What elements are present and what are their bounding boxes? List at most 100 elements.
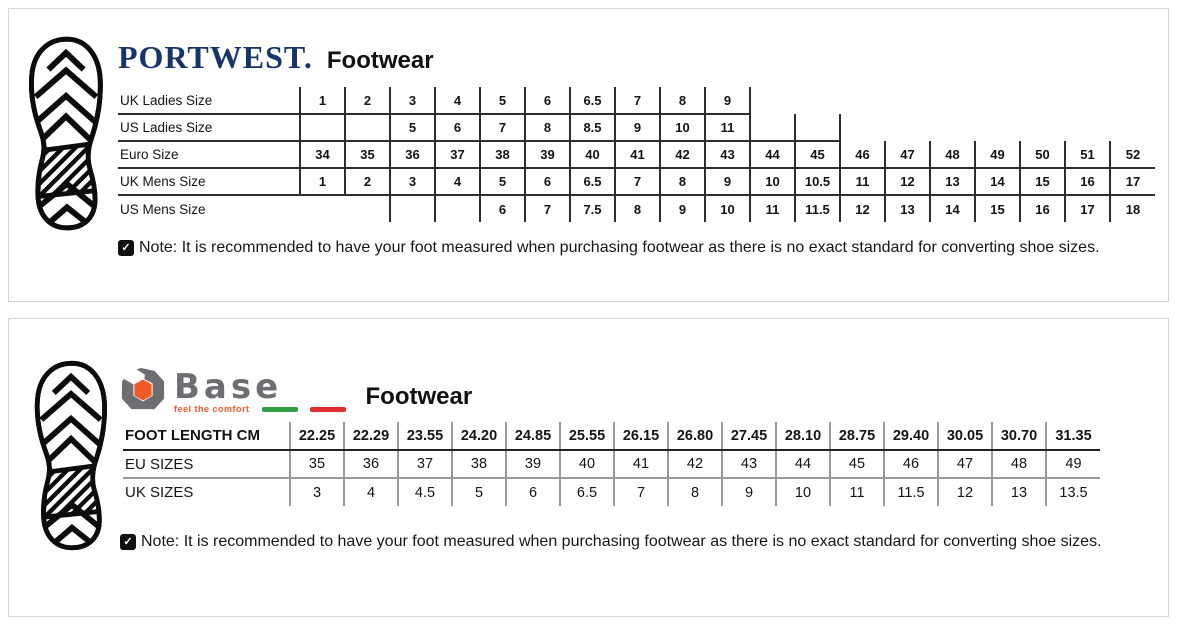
- size-cell: 8: [667, 478, 722, 506]
- size-cell: 45: [829, 450, 884, 479]
- base-header: Base feel the comfort Footwear: [120, 367, 472, 414]
- size-cell: 13.5: [1045, 478, 1100, 506]
- size-cell: 11.5: [794, 195, 840, 222]
- size-cell: 31.35: [1045, 422, 1100, 451]
- size-cell: 26.80: [667, 422, 722, 451]
- size-cell: 36: [389, 141, 435, 169]
- checkbox-check-icon: ✓: [120, 534, 136, 550]
- size-cell: 42: [659, 141, 705, 169]
- size-cell: 6: [505, 478, 560, 506]
- size-cell: 8: [659, 87, 705, 115]
- size-cell: 26.15: [613, 422, 668, 451]
- size-cell: 6.5: [569, 168, 615, 196]
- size-cell: 8: [659, 168, 705, 196]
- boot-print-icon: [22, 36, 110, 232]
- size-cell: 5: [389, 114, 435, 142]
- base-size-table: FOOT LENGTH CM 22.25 22.29 23.55 24.20 24.85 2…: [123, 422, 1100, 506]
- size-cell: 10.5: [794, 168, 840, 196]
- size-cell: 3: [389, 168, 435, 196]
- size-cell: 37: [397, 450, 452, 479]
- size-cell: 11: [829, 478, 884, 506]
- row-label: EU SIZES: [123, 450, 290, 479]
- size-cell: 35: [289, 450, 344, 479]
- size-cell: 6: [479, 195, 525, 222]
- row-label: UK SIZES: [125, 484, 194, 501]
- table-row: FOOT LENGTH CM 22.25 22.29 23.55 24.20 24.85 2…: [123, 422, 1100, 451]
- row-label: Euro Size: [118, 141, 300, 169]
- size-cell: 10: [659, 114, 705, 142]
- portwest-footwear-title: Footwear: [326, 47, 434, 74]
- size-cell: 7: [614, 168, 660, 196]
- size-cell: 29.40: [883, 422, 938, 451]
- portwest-size-table: UK Ladies Size 1 2 3 4 5 6 6.5 7 8 9 US Ladies Size…: [118, 87, 1155, 222]
- table-row: US Mens Size 6 7 7.5 8 9 10 11 11.5 12 13 14 15 16 17 1…: [118, 195, 1155, 222]
- size-cell: 47: [937, 450, 992, 479]
- base-size-chart-panel: Base feel the comfort Footwear FOOT LENG…: [8, 318, 1169, 617]
- size-cell: 11.5: [883, 478, 938, 506]
- size-cell: 11: [749, 195, 795, 222]
- size-cell: 17: [1064, 195, 1110, 222]
- size-cell: 49: [1045, 450, 1100, 479]
- size-cell: 12: [884, 168, 930, 196]
- size-cell: 43: [721, 450, 776, 479]
- flag-green-bar: [261, 406, 298, 412]
- table-row: UK SIZES 3 4 4.5 5 6 6.5 7 8 9 10 11 11.5 12 13 13.5: [123, 478, 1100, 506]
- size-cell: [389, 195, 435, 222]
- table-row: US Ladies Size 5 6 7 8 8.5 9 10 11: [118, 114, 1155, 142]
- row-label: US Ladies Size: [118, 114, 300, 142]
- size-cell: 4: [343, 478, 398, 506]
- flag-red-bar: [309, 406, 346, 412]
- size-cell: 7: [613, 478, 668, 506]
- size-cell: 34: [299, 141, 345, 169]
- size-cell: 50: [1019, 141, 1065, 169]
- base-tagline: feel the comfort: [174, 404, 250, 414]
- size-cell: [434, 195, 480, 222]
- base-size-table-body: FOOT LENGTH CM 22.25 22.29 23.55 24.20 24.85 2…: [123, 422, 1100, 506]
- size-cell: 7: [614, 87, 660, 115]
- base-hex-nut-icon: [120, 367, 165, 410]
- size-cell: 24.20: [451, 422, 506, 451]
- base-tagline-row: feel the comfort: [174, 404, 346, 414]
- row-label: US Mens Size: [120, 201, 206, 217]
- table-row: EU SIZES 35 36 37 38 39 40 41 42 43 44 45 46 47 48 49: [123, 450, 1100, 479]
- size-cell: 35: [344, 141, 390, 169]
- size-cell: 6.5: [569, 87, 615, 115]
- size-cell: 43: [704, 141, 750, 169]
- size-cell: [299, 114, 345, 142]
- size-cell: 28.10: [775, 422, 830, 451]
- portwest-header: PORTWEST. Footwear: [118, 39, 434, 76]
- size-cell: 18: [1109, 195, 1155, 222]
- size-cell: 1: [299, 168, 345, 196]
- size-cell: 48: [991, 450, 1046, 479]
- size-cell: 15: [974, 195, 1020, 222]
- size-cell: 8.5: [569, 114, 615, 142]
- size-cell: 11: [839, 168, 885, 196]
- size-cell: 39: [524, 141, 570, 169]
- size-cell: 4.5: [397, 478, 452, 506]
- size-cell: 9: [704, 87, 751, 115]
- size-cell: 48: [929, 141, 975, 169]
- size-cell: 14: [929, 195, 975, 222]
- size-cell: 15: [1019, 168, 1065, 196]
- size-cell: 4: [434, 87, 480, 115]
- size-cell: 41: [613, 450, 668, 479]
- size-cell: 40: [559, 450, 614, 479]
- base-note-text: Note: It is recommended to have your foo…: [141, 533, 1102, 550]
- boot-print-icon: [28, 360, 114, 552]
- size-cell: 11: [704, 114, 750, 142]
- size-cell: 49: [974, 141, 1020, 169]
- size-cell: 30.70: [991, 422, 1046, 451]
- size-cell: 6: [524, 168, 570, 196]
- size-cell: 36: [343, 450, 398, 479]
- size-cell: 14: [974, 168, 1020, 196]
- size-cell: 42: [667, 450, 722, 479]
- size-cell: [749, 114, 795, 142]
- size-cell: 45: [794, 141, 840, 169]
- portwest-note: ✓ Note: It is recommended to have your f…: [118, 239, 1100, 257]
- size-cell: 38: [479, 141, 525, 169]
- portwest-note-text: Note: It is recommended to have your foo…: [139, 239, 1100, 256]
- size-cell: 5: [451, 478, 506, 506]
- size-cell: 46: [883, 450, 938, 479]
- portwest-size-chart-panel: PORTWEST. Footwear UK Ladies Size 1 2 3 4 5 6 6…: [8, 8, 1169, 302]
- size-cell: 13: [884, 195, 930, 222]
